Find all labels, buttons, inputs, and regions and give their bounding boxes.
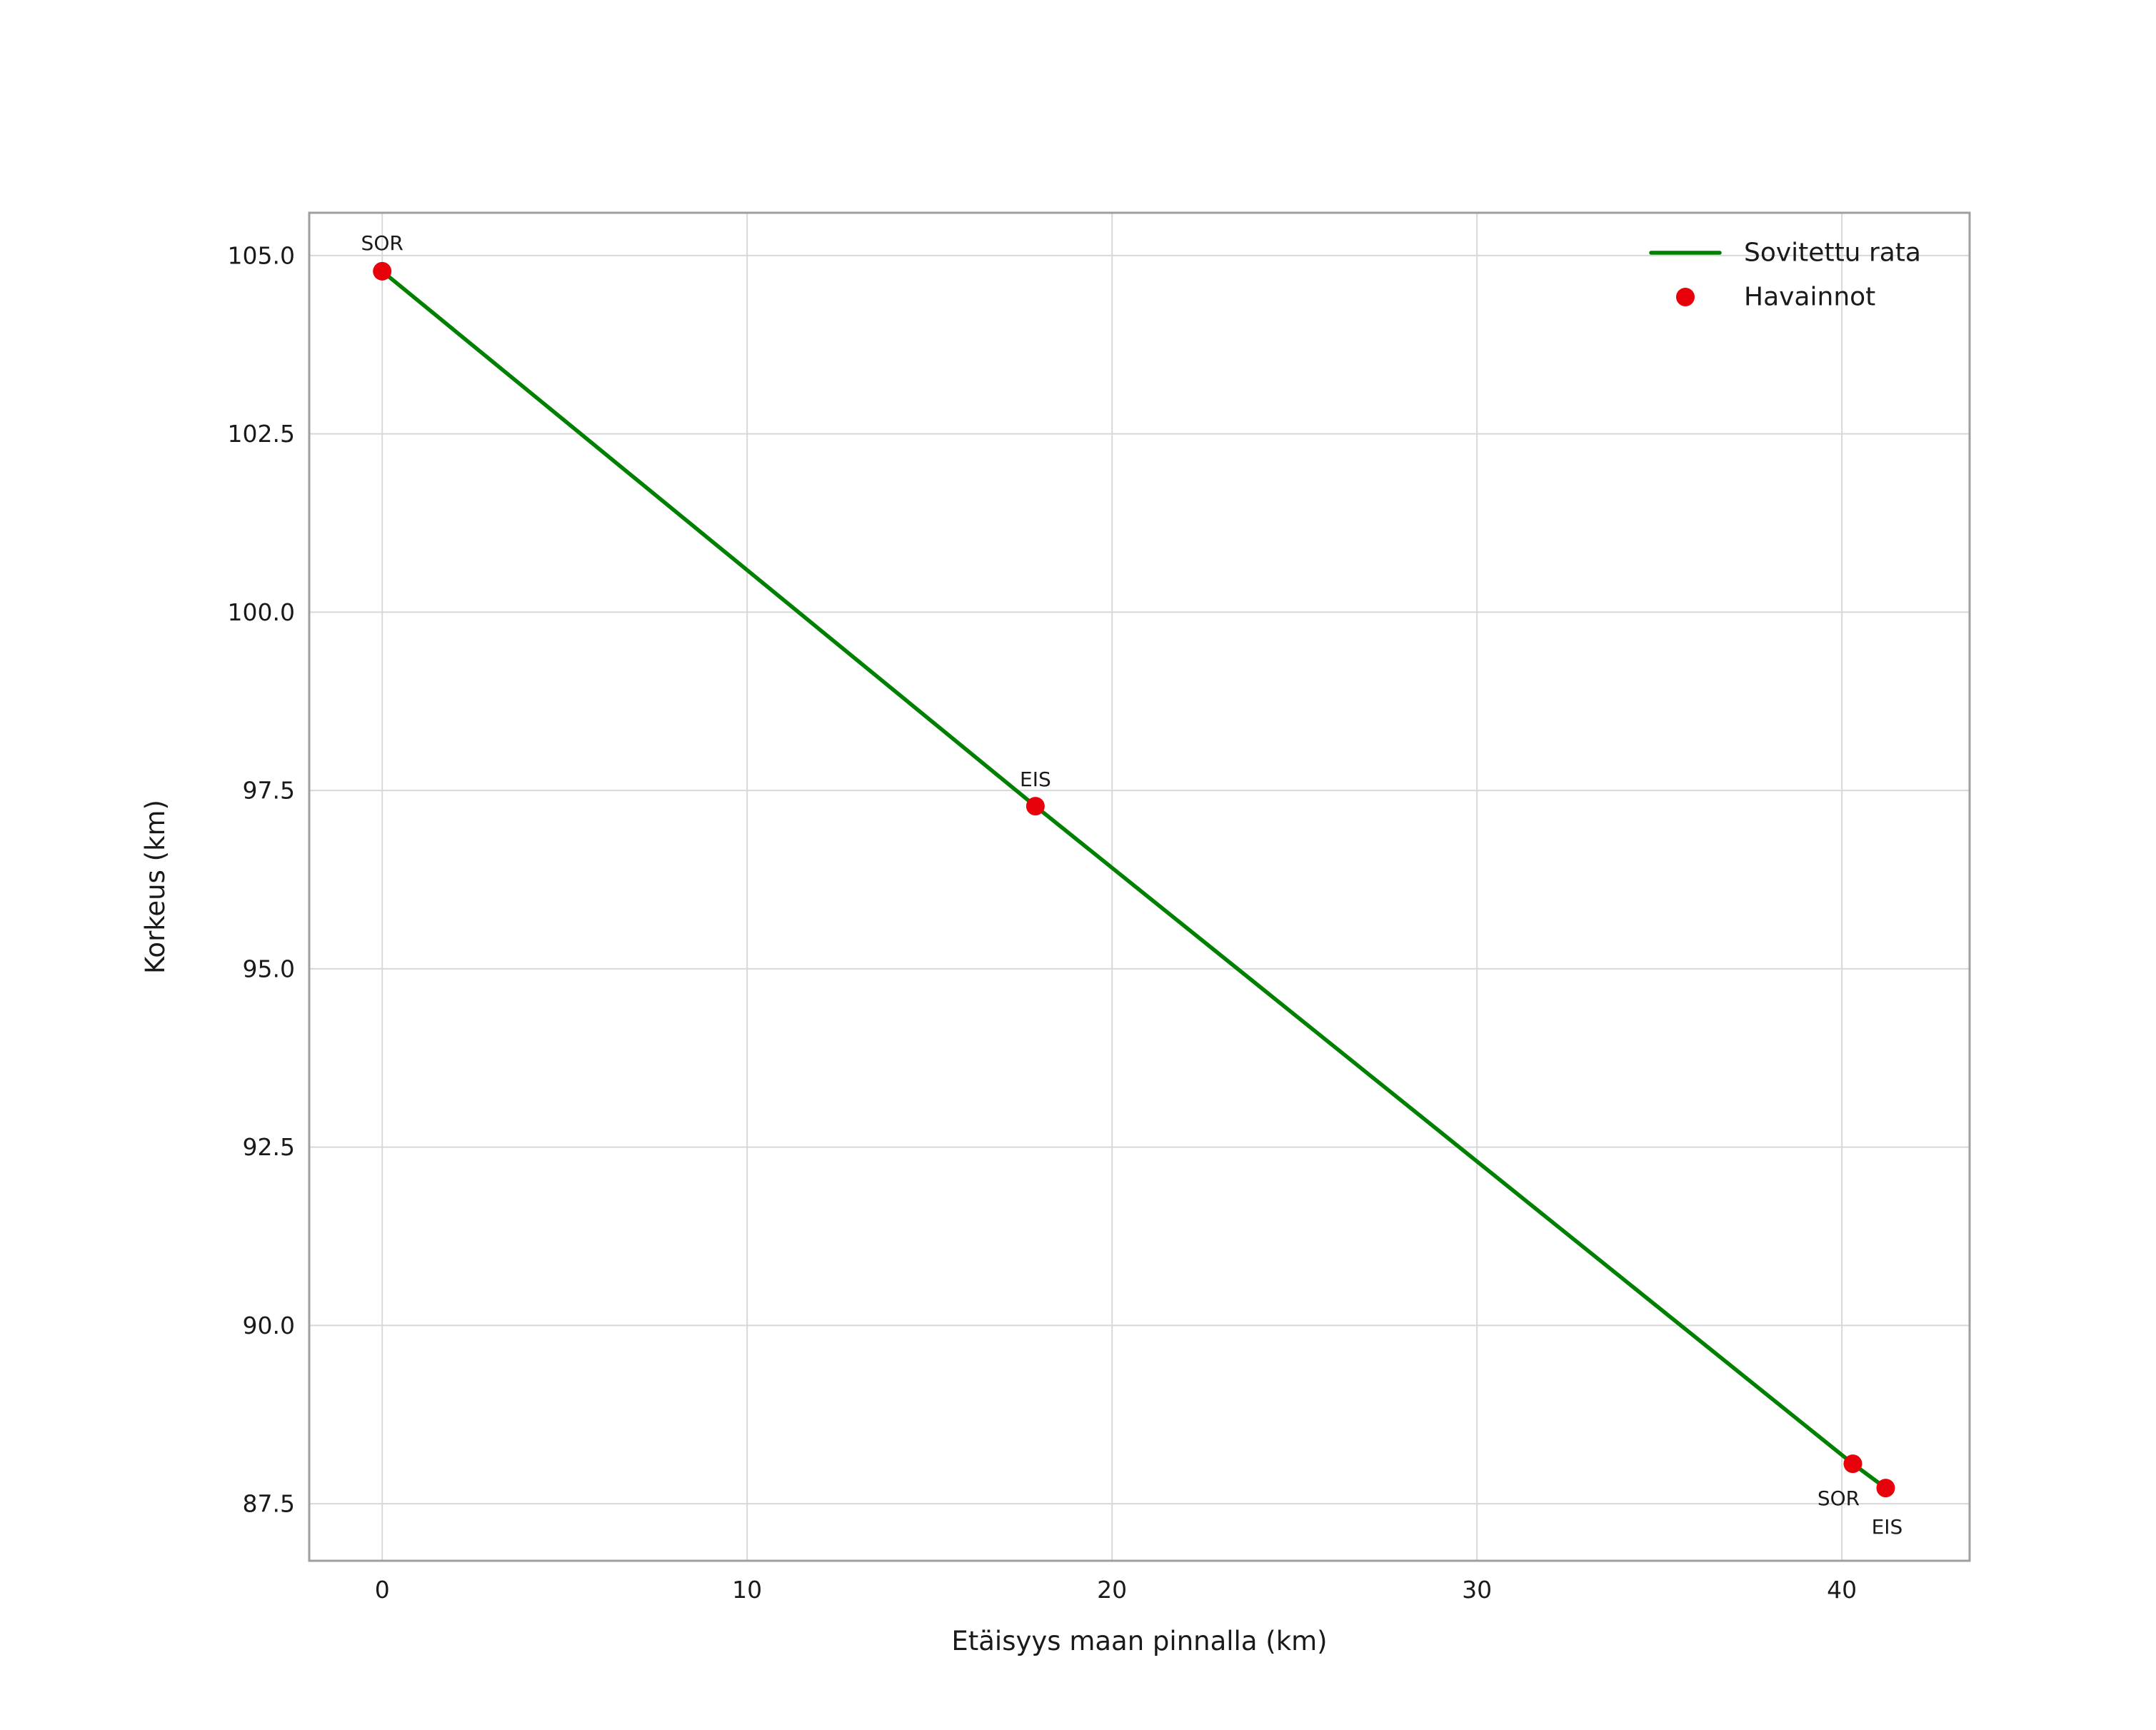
y-tick-label: 97.5 bbox=[243, 777, 295, 805]
y-tick-label: 100.0 bbox=[228, 598, 295, 626]
data-point bbox=[1026, 797, 1045, 816]
point-label: SOR bbox=[1817, 1487, 1860, 1510]
x-axis-label: Etäisyys maan pinnalla (km) bbox=[951, 1626, 1327, 1656]
y-tick-label: 102.5 bbox=[228, 420, 295, 448]
x-tick-label: 10 bbox=[732, 1576, 762, 1604]
data-point bbox=[1876, 1479, 1895, 1498]
legend-item-label: Havainnot bbox=[1744, 283, 1875, 312]
data-point bbox=[373, 261, 392, 281]
legend-marker-sample bbox=[1676, 288, 1695, 306]
x-tick-label: 30 bbox=[1462, 1576, 1492, 1604]
y-tick-label: 95.0 bbox=[243, 955, 295, 982]
y-tick-label: 87.5 bbox=[243, 1490, 295, 1518]
point-label: EIS bbox=[1020, 768, 1051, 791]
fitted-line bbox=[380, 269, 1888, 1490]
y-tick-label: 90.0 bbox=[243, 1312, 295, 1339]
plot-frame bbox=[308, 211, 1971, 1562]
y-axis-label: Korkeus (km) bbox=[140, 800, 171, 974]
legend-item-label: Sovitettu rata bbox=[1744, 238, 1921, 268]
x-tick-label: 20 bbox=[1097, 1576, 1127, 1604]
y-tick-label: 105.0 bbox=[228, 241, 295, 269]
point-label: SOR bbox=[361, 231, 403, 255]
point-label: EIS bbox=[1872, 1515, 1903, 1539]
x-tick-label: 40 bbox=[1827, 1576, 1857, 1604]
x-tick-label: 0 bbox=[375, 1576, 390, 1604]
y-tick-label: 92.5 bbox=[243, 1133, 295, 1161]
data-point bbox=[1843, 1454, 1862, 1474]
